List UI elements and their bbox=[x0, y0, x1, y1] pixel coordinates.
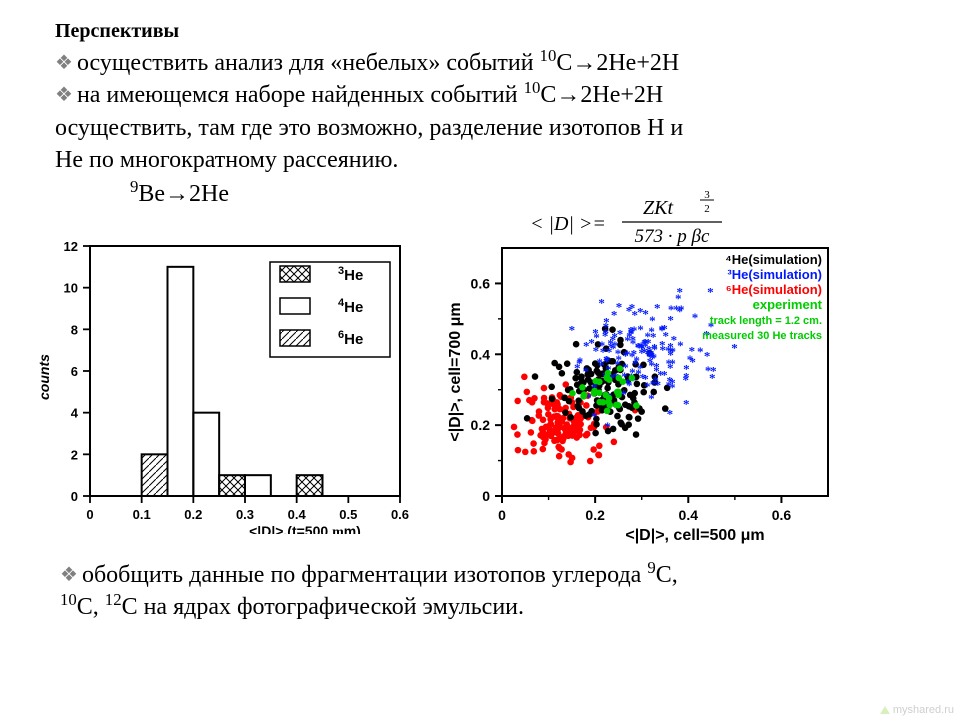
svg-text:*: * bbox=[583, 364, 590, 379]
bullet-1: ❖ осуществить анализ для «небелых» событ… bbox=[55, 47, 910, 79]
bullet-3: ❖ обобщить данные по фрагментации изотоп… bbox=[60, 559, 910, 591]
svg-text:*: * bbox=[667, 312, 674, 327]
svg-text:0.4: 0.4 bbox=[679, 507, 699, 523]
bullet3-cont: 10C, 12C на ядрах фотографической эмульс… bbox=[60, 591, 910, 623]
svg-text:*: * bbox=[659, 342, 666, 357]
svg-text:*: * bbox=[598, 295, 605, 310]
scatter-chart: 0 0.2 0.4 0.6 0 0.2 0.4 0.6 <|D|>, cell=500 μm <|… bbox=[440, 234, 840, 549]
svg-text:*: * bbox=[645, 329, 652, 344]
svg-text:0.2: 0.2 bbox=[471, 417, 491, 433]
svg-text:0.3: 0.3 bbox=[236, 507, 254, 522]
svg-text:0.6: 0.6 bbox=[772, 507, 792, 523]
bullet-2: ❖ на имеющемся наборе найденных событий … bbox=[55, 79, 910, 111]
cont-line-1: осуществить, там где это возможно, разде… bbox=[55, 112, 910, 144]
svg-text:*: * bbox=[667, 406, 674, 421]
svg-text:*: * bbox=[704, 348, 711, 363]
svg-text:<|D|>, cell=700 μm: <|D|>, cell=700 μm bbox=[447, 302, 464, 441]
svg-text:2: 2 bbox=[71, 447, 78, 462]
svg-text:3: 3 bbox=[704, 190, 710, 201]
svg-text:⁶He(simulation): ⁶He(simulation) bbox=[726, 282, 822, 297]
svg-text:0: 0 bbox=[71, 489, 78, 504]
svg-text:*: * bbox=[576, 355, 583, 370]
svg-text:8: 8 bbox=[71, 322, 78, 337]
svg-text:*: * bbox=[651, 340, 658, 355]
svg-text:*: * bbox=[710, 363, 717, 378]
svg-text:6: 6 bbox=[71, 364, 78, 379]
svg-text:ZKt: ZKt bbox=[643, 197, 673, 219]
svg-text:0.6: 0.6 bbox=[391, 507, 409, 522]
diamond-bullet-icon: ❖ bbox=[60, 562, 78, 589]
svg-text:*: * bbox=[622, 360, 629, 375]
bullet2-text: на имеющемся наборе найденных событий bbox=[77, 82, 524, 108]
svg-text:*: * bbox=[666, 378, 673, 393]
watermark: myshared.ru bbox=[880, 704, 954, 716]
svg-text:0: 0 bbox=[86, 507, 93, 522]
svg-text:*: * bbox=[673, 302, 680, 317]
svg-text:12: 12 bbox=[64, 239, 78, 254]
bullet3-text: обобщить данные по фрагментации изотопов… bbox=[82, 559, 678, 591]
svg-text:*: * bbox=[593, 329, 600, 344]
svg-text:*: * bbox=[628, 323, 635, 338]
bullet1-text: осуществить анализ для «небелых» событий bbox=[77, 50, 540, 76]
svg-text:*: * bbox=[731, 340, 738, 355]
svg-text:0.4: 0.4 bbox=[288, 507, 307, 522]
svg-text:measured 30 He tracks: measured 30 He tracks bbox=[702, 330, 822, 342]
svg-text:*: * bbox=[683, 396, 690, 411]
svg-text:0.2: 0.2 bbox=[585, 507, 605, 523]
histogram-chart: 0 0.1 0.2 0.3 0.4 0.5 0.6 0 2 4 6 8 10 12 <|D|>,(t=500… bbox=[30, 234, 410, 539]
svg-text:*: * bbox=[629, 300, 636, 315]
svg-text:0.1: 0.1 bbox=[133, 507, 151, 522]
be-formula: 9Be→2He bbox=[130, 181, 910, 208]
svg-text:*: * bbox=[639, 340, 646, 355]
svg-text:< |D| >=: < |D| >= bbox=[530, 213, 606, 235]
svg-text:*: * bbox=[640, 370, 647, 385]
svg-text:*: * bbox=[591, 408, 598, 423]
svg-text:2: 2 bbox=[704, 203, 710, 215]
svg-text:0.4: 0.4 bbox=[471, 346, 491, 362]
diamond-bullet-icon: ❖ bbox=[55, 50, 73, 77]
watermark-text: myshared.ru bbox=[893, 704, 954, 716]
svg-text:experiment: experiment bbox=[753, 297, 823, 312]
svg-text:*: * bbox=[649, 313, 656, 328]
diamond-bullet-icon: ❖ bbox=[55, 82, 73, 109]
svg-text:4: 4 bbox=[71, 405, 79, 420]
scattering-formula: < |D| >= ZKt 3 2 573 · p βc bbox=[530, 190, 770, 262]
svg-text:*: * bbox=[615, 346, 622, 361]
svg-text:*: * bbox=[659, 323, 666, 338]
svg-text:<|D|>,(t=500 mm): <|D|>,(t=500 mm) bbox=[249, 523, 361, 534]
svg-text:*: * bbox=[670, 343, 677, 358]
cont-line-2: He по многократному рассеянию. bbox=[55, 144, 910, 176]
svg-text:*: * bbox=[604, 419, 611, 434]
svg-text:*: * bbox=[616, 299, 623, 314]
svg-text:0.2: 0.2 bbox=[184, 507, 202, 522]
watermark-icon bbox=[880, 706, 890, 714]
svg-text:*: * bbox=[637, 321, 644, 336]
svg-text:573 · p βc: 573 · p βc bbox=[635, 226, 710, 247]
svg-text:*: * bbox=[617, 326, 624, 341]
svg-text:*: * bbox=[692, 309, 699, 324]
svg-text:*: * bbox=[707, 284, 714, 299]
svg-text:*: * bbox=[677, 338, 684, 353]
svg-text:³He(simulation): ³He(simulation) bbox=[727, 267, 822, 282]
bullet2-formula: 10C→2He+2H bbox=[524, 82, 664, 108]
svg-text:*: * bbox=[687, 351, 694, 366]
svg-text:0: 0 bbox=[482, 488, 490, 504]
svg-text:*: * bbox=[677, 284, 684, 299]
svg-text:*: * bbox=[603, 354, 610, 369]
svg-text:*: * bbox=[569, 322, 576, 337]
svg-text:*: * bbox=[682, 372, 689, 387]
bullet1-formula: 10C→2He+2H bbox=[540, 50, 680, 76]
svg-text:*: * bbox=[607, 336, 614, 351]
svg-text:0: 0 bbox=[498, 507, 506, 523]
heading: Перспективы bbox=[55, 20, 910, 43]
svg-text:<|D|>, cell=500 μm: <|D|>, cell=500 μm bbox=[625, 527, 764, 544]
svg-text:0.5: 0.5 bbox=[339, 507, 357, 522]
svg-text:0.6: 0.6 bbox=[471, 275, 491, 291]
hist-ylabel: counts bbox=[36, 354, 52, 400]
svg-text:*: * bbox=[697, 344, 704, 359]
svg-text:track length = 1.2 cm.: track length = 1.2 cm. bbox=[710, 315, 822, 327]
svg-text:10: 10 bbox=[64, 280, 78, 295]
